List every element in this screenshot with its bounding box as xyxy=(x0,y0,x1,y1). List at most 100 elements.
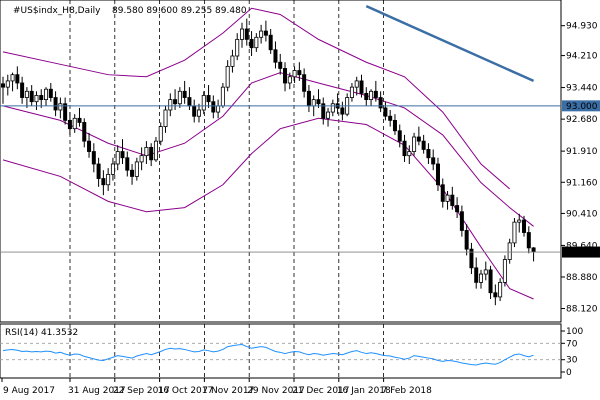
y-tick-label: 91.910 xyxy=(566,147,598,157)
candle-body xyxy=(292,70,297,78)
y-tick-label: 94.210 xyxy=(566,52,598,62)
rsi-tick-label: 30 xyxy=(566,356,578,366)
candle-body xyxy=(220,86,225,107)
candle-body xyxy=(278,61,283,69)
trendline-segment xyxy=(365,5,535,83)
y-tick-label: 93.440 xyxy=(566,84,598,94)
y-tick-label: 90.410 xyxy=(566,209,598,219)
candle-body xyxy=(192,105,197,117)
candle-body xyxy=(297,70,302,76)
candle-body xyxy=(263,30,268,36)
x-tick-label: 7 Nov 2017 xyxy=(202,386,254,396)
y-tick-label: 92.680 xyxy=(566,115,598,125)
candle-body xyxy=(302,74,307,92)
candle-body xyxy=(29,90,34,103)
candle-body xyxy=(502,259,507,283)
candle-body xyxy=(316,99,321,105)
horizontal-line-label xyxy=(562,100,600,112)
candle-body xyxy=(498,281,503,298)
candle-body xyxy=(211,101,216,113)
candle-body xyxy=(526,232,531,249)
candle-body xyxy=(464,230,469,250)
candle-body xyxy=(24,90,29,98)
candle-body xyxy=(488,269,493,294)
rsi-title: RSI(14) 41.3532 xyxy=(5,328,78,338)
ohlc-values: 89.580 89.600 89.255 89.480 xyxy=(112,6,247,16)
candle-body xyxy=(153,140,158,161)
candlesticks xyxy=(0,18,536,306)
price-axis-ticks: 94.930 94.210 93.440 92.680 91.910 91.160 90.4… xyxy=(561,22,598,315)
candle-body xyxy=(287,76,292,84)
y-tick-label: 89.640 xyxy=(566,241,598,251)
candle-body xyxy=(493,292,498,298)
candle-body xyxy=(235,38,240,57)
candle-body xyxy=(402,140,407,157)
y-tick-label: 88.120 xyxy=(566,305,598,315)
candle-body xyxy=(330,103,335,113)
candle-body xyxy=(373,90,378,98)
candle-body xyxy=(144,146,149,157)
candle-body xyxy=(20,82,25,98)
candle-body xyxy=(483,269,488,275)
current-price-label xyxy=(562,246,600,258)
candle-body xyxy=(67,119,72,130)
candle-body xyxy=(216,105,221,113)
candle-body xyxy=(273,49,278,63)
candle-body xyxy=(259,30,264,38)
candle-body xyxy=(230,55,235,67)
y-tick-label: 88.880 xyxy=(566,273,598,283)
candle-body xyxy=(72,117,77,130)
candle-body xyxy=(431,157,436,165)
candle-body xyxy=(474,267,479,283)
trendline[interactable] xyxy=(365,5,535,83)
candle-body xyxy=(182,90,187,98)
candle-body xyxy=(522,219,527,233)
x-tick-label: 9 Aug 2017 xyxy=(3,386,55,396)
candle-body xyxy=(283,68,288,84)
candle-body xyxy=(254,36,259,49)
candle-body xyxy=(177,90,182,105)
candle-body xyxy=(450,194,455,206)
candle-body xyxy=(340,107,345,115)
rsi-panel-border xyxy=(0,323,562,379)
x-tick-label: 16 Jan 2018 xyxy=(337,386,391,396)
candle-body xyxy=(158,126,163,142)
price-axis: 94.930 94.210 93.440 92.680 91.910 91.160 90.4… xyxy=(561,22,600,315)
candle-body xyxy=(321,103,326,119)
candle-body xyxy=(359,80,364,94)
candle-body xyxy=(435,163,440,186)
candle-body xyxy=(120,151,125,159)
candle-body xyxy=(10,74,15,82)
rsi-panel[interactable]: RSI(14) 41.3532 100 70 30 0 xyxy=(0,323,583,379)
candle-body xyxy=(163,109,168,128)
candle-body xyxy=(407,151,412,157)
candle-body xyxy=(173,99,178,105)
candle-body xyxy=(268,34,273,51)
candle-body xyxy=(311,99,316,107)
candle-body xyxy=(397,130,402,142)
main-panel-border xyxy=(0,0,562,323)
y-tick-label: 94.930 xyxy=(566,22,598,32)
candle-body xyxy=(44,88,49,101)
x-tick-label: 21 Dec 2017 xyxy=(292,386,350,396)
candle-body xyxy=(369,90,374,101)
candle-body xyxy=(392,119,397,132)
candle-body xyxy=(53,97,58,111)
x-tick-label: 29 Nov 2017 xyxy=(247,386,305,396)
candle-body xyxy=(139,155,144,163)
candle-body xyxy=(364,92,369,101)
candle-body xyxy=(517,219,522,223)
candle-body xyxy=(0,83,6,88)
main-chart-panel[interactable]: #US$indx_H8,Daily 89.580 89.600 89.255 8… xyxy=(0,0,562,323)
candle-body xyxy=(206,95,211,103)
candle-body xyxy=(106,173,111,186)
vertical-gridlines xyxy=(69,0,385,322)
candle-body xyxy=(87,140,92,152)
candle-body xyxy=(249,38,254,49)
candle-body xyxy=(201,95,206,111)
candle-body xyxy=(77,117,82,123)
rsi-line xyxy=(2,344,534,366)
candle-body xyxy=(5,80,10,88)
